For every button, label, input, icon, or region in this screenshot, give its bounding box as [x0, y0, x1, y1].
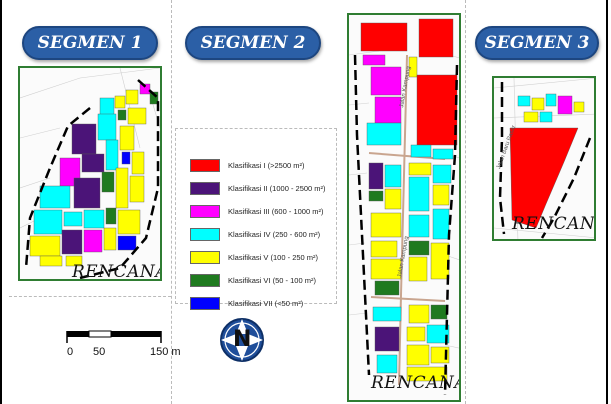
legend-label: Klasifikasi IV (250 - 600 m²): [228, 229, 321, 239]
legend-swatch: [190, 296, 220, 310]
scale-label-0: 0: [67, 346, 74, 358]
right-frame-line: [606, 0, 608, 404]
legend-item: Klasifikasi IV (250 - 600 m²): [190, 227, 360, 241]
legend-swatch: [190, 250, 220, 264]
divider-3: [9, 296, 171, 297]
legend-swatch: [190, 204, 220, 218]
segment-1-map[interactable]: RENCANA: [18, 66, 162, 281]
scale-label-50: 50: [93, 346, 106, 358]
legend-swatch: [190, 273, 220, 287]
legend-item: Klasifikasi II (1000 - 2500 m²): [190, 181, 360, 195]
segment-3-map-drawing: [494, 78, 594, 239]
north-letter: N: [233, 327, 252, 352]
divider-2: [465, 0, 466, 404]
legend-label: Klasifikasi II (1000 - 2500 m²): [228, 183, 326, 193]
segment-3-stamp: RENCANA: [512, 214, 596, 234]
left-frame-line: [0, 0, 2, 404]
segment-1-map-drawing: [20, 68, 160, 279]
divider-1: [171, 0, 172, 404]
legend-label: Klasifikasi III (600 - 1000 m²): [228, 206, 324, 216]
scale-bar: [66, 330, 162, 343]
legend-item: Klasifikasi III (600 - 1000 m²): [190, 204, 360, 218]
legend-swatch: [190, 181, 220, 195]
segment-1-stamp: RENCANA: [72, 262, 162, 281]
legend-label: Klasifikasi VII (<50 m²): [228, 298, 304, 308]
legend-item: Klasifikasi V (100 - 250 m²): [190, 250, 360, 264]
legend-label: Klasifikasi V (100 - 250 m²): [228, 252, 319, 262]
segment-2-pill[interactable]: SEGMEN 2: [185, 26, 321, 60]
legend-item: Klasifikasi VII (<50 m²): [190, 296, 360, 310]
segment-2-map-drawing: [349, 18, 459, 396]
scale-label-150: 150 m: [150, 346, 181, 358]
north-arrow-icon: [220, 318, 264, 362]
legend-item: Klasifikasi I (>2500 m²): [190, 158, 360, 172]
legend-swatch: [190, 227, 220, 241]
segment-3-pill[interactable]: SEGMEN 3: [475, 26, 599, 60]
legend-label: Klasifikasi I (>2500 m²): [228, 160, 305, 170]
segment-1-pill[interactable]: SEGMEN 1: [22, 26, 158, 60]
legend-swatch: [190, 158, 220, 172]
legend-item: Klasifikasi VI (50 - 100 m²): [190, 273, 360, 287]
legend-label: Klasifikasi VI (50 - 100 m²): [228, 275, 316, 285]
segment-3-map[interactable]: Jalan Baru Pasar RENCANA: [492, 76, 596, 241]
divider-4: [175, 128, 337, 304]
segment-2-map[interactable]: Jalan Kampung Jalan Kampung RENCANA: [347, 13, 461, 402]
segment-2-stamp: RENCANA: [371, 373, 461, 393]
